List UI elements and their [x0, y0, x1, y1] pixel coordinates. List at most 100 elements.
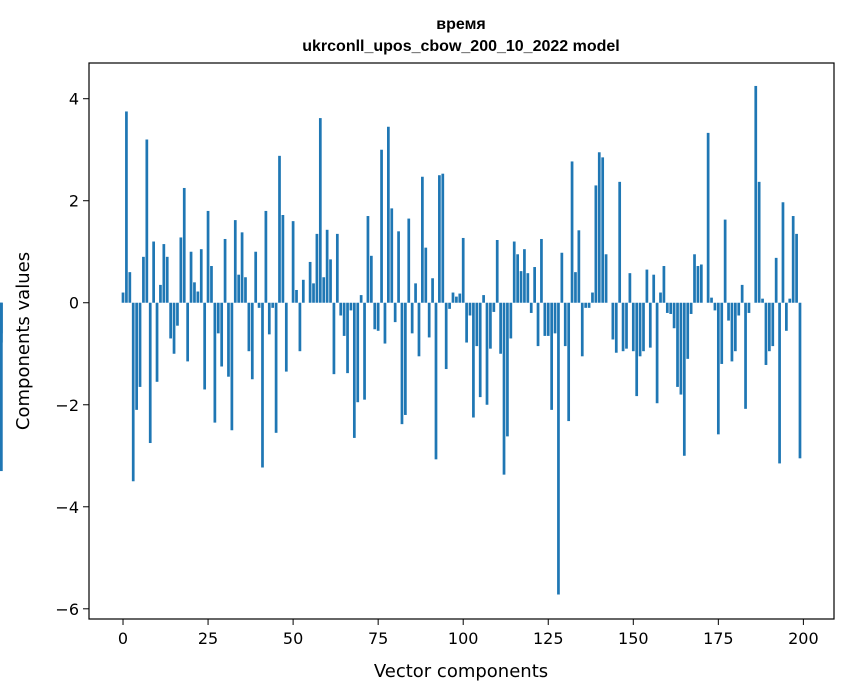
- bar-52: [298, 302, 302, 352]
- bar-176: [720, 302, 724, 364]
- bar-124: [543, 302, 547, 336]
- bar-42: [264, 210, 268, 303]
- bar-99: [458, 293, 462, 303]
- bar-115: [512, 241, 516, 303]
- bar-84: [407, 218, 411, 303]
- bar-129: [560, 252, 564, 303]
- bar-102: [468, 302, 472, 316]
- bar-40: [257, 302, 261, 308]
- bar-79: [390, 208, 394, 303]
- bar-104: [475, 302, 479, 347]
- bar-164: [679, 302, 683, 395]
- bar-86: [414, 283, 417, 303]
- bar-121: [533, 267, 536, 303]
- bar-153: [642, 302, 645, 352]
- bar-135: [580, 302, 584, 357]
- bar-59: [322, 277, 326, 303]
- bar-91: [431, 278, 434, 303]
- chart-title-line-1: время: [436, 16, 485, 33]
- bar-undefined: [0, 302, 3, 472]
- bar-103: [472, 302, 475, 418]
- bar-194: [781, 202, 785, 303]
- bar-50: [291, 221, 295, 303]
- bar-123: [540, 238, 543, 303]
- bar-87: [417, 302, 421, 357]
- bar-48: [284, 302, 288, 372]
- bar-45: [274, 302, 278, 433]
- bar-170: [699, 264, 703, 303]
- bar-32: [230, 302, 234, 431]
- bar-25: [206, 210, 210, 303]
- x-tick-label: 125: [533, 629, 564, 648]
- y-tick-label: −6: [55, 600, 79, 619]
- bar-108: [489, 302, 492, 349]
- bar-193: [778, 302, 781, 464]
- bar-101: [465, 302, 468, 343]
- bar-2: [128, 272, 132, 303]
- bar-10: [155, 302, 159, 382]
- bar-130: [563, 302, 567, 347]
- bar-142: [604, 254, 608, 303]
- bar-94: [441, 173, 445, 303]
- bar-33: [233, 220, 237, 303]
- bar-105: [478, 302, 482, 398]
- bar-148: [625, 302, 628, 349]
- bar-73: [369, 255, 373, 303]
- bar-22: [196, 291, 200, 303]
- y-tick-label: 0: [69, 294, 79, 313]
- bar-179: [730, 302, 734, 362]
- bar-53: [301, 279, 305, 303]
- bar-106: [482, 295, 485, 303]
- bar-43: [267, 302, 271, 335]
- bar-119: [526, 273, 530, 303]
- bar-74: [373, 302, 377, 330]
- bar-196: [788, 298, 792, 303]
- x-tick-label: 100: [448, 629, 479, 648]
- bar-29: [220, 302, 224, 367]
- bar-139: [594, 185, 598, 303]
- bar-39: [254, 251, 258, 303]
- bar-7: [145, 139, 149, 303]
- bar-167: [689, 302, 693, 314]
- bar-0: [121, 292, 125, 303]
- x-axis-label: Vector components: [374, 661, 548, 682]
- bar-93: [438, 175, 441, 303]
- bar-90: [427, 302, 431, 338]
- bar-118: [523, 249, 526, 303]
- bar-191: [771, 302, 775, 347]
- bar-133: [574, 272, 577, 303]
- bar-85: [410, 302, 414, 334]
- bar-72: [366, 216, 370, 303]
- y-axis-label: Components values: [13, 252, 34, 430]
- bar-147: [621, 302, 625, 352]
- bar-177: [723, 219, 727, 303]
- bar-66: [346, 302, 349, 374]
- bar-27: [213, 302, 217, 423]
- bar-17: [179, 237, 183, 303]
- bar-96: [448, 302, 451, 309]
- chart-title-line-2: ukrconll_upos_cbow_200_10_2022 model: [302, 38, 619, 55]
- bar-111: [499, 302, 502, 354]
- bar-89: [424, 247, 428, 303]
- x-tick-label: 200: [788, 629, 819, 648]
- bar-77: [383, 302, 387, 344]
- x-tick-label: 150: [618, 629, 649, 648]
- bar-165: [682, 302, 686, 456]
- axis-ticks: 0 25 50 75 100 125 150 175 200 −6 −4 −2 0 2 4: [55, 90, 818, 648]
- bar-198: [795, 233, 798, 303]
- bar-51: [295, 289, 298, 303]
- bar-88: [421, 176, 424, 303]
- bar-95: [444, 302, 448, 370]
- bar-65: [342, 302, 346, 336]
- bar-186: [754, 85, 758, 303]
- bar-182: [740, 284, 744, 303]
- bar-11: [159, 284, 162, 303]
- bar-13: [165, 256, 169, 303]
- bar-56: [312, 283, 315, 303]
- bar-75: [376, 302, 380, 331]
- bar-141: [601, 157, 605, 303]
- bar-189: [764, 302, 768, 365]
- bar-62: [332, 302, 336, 375]
